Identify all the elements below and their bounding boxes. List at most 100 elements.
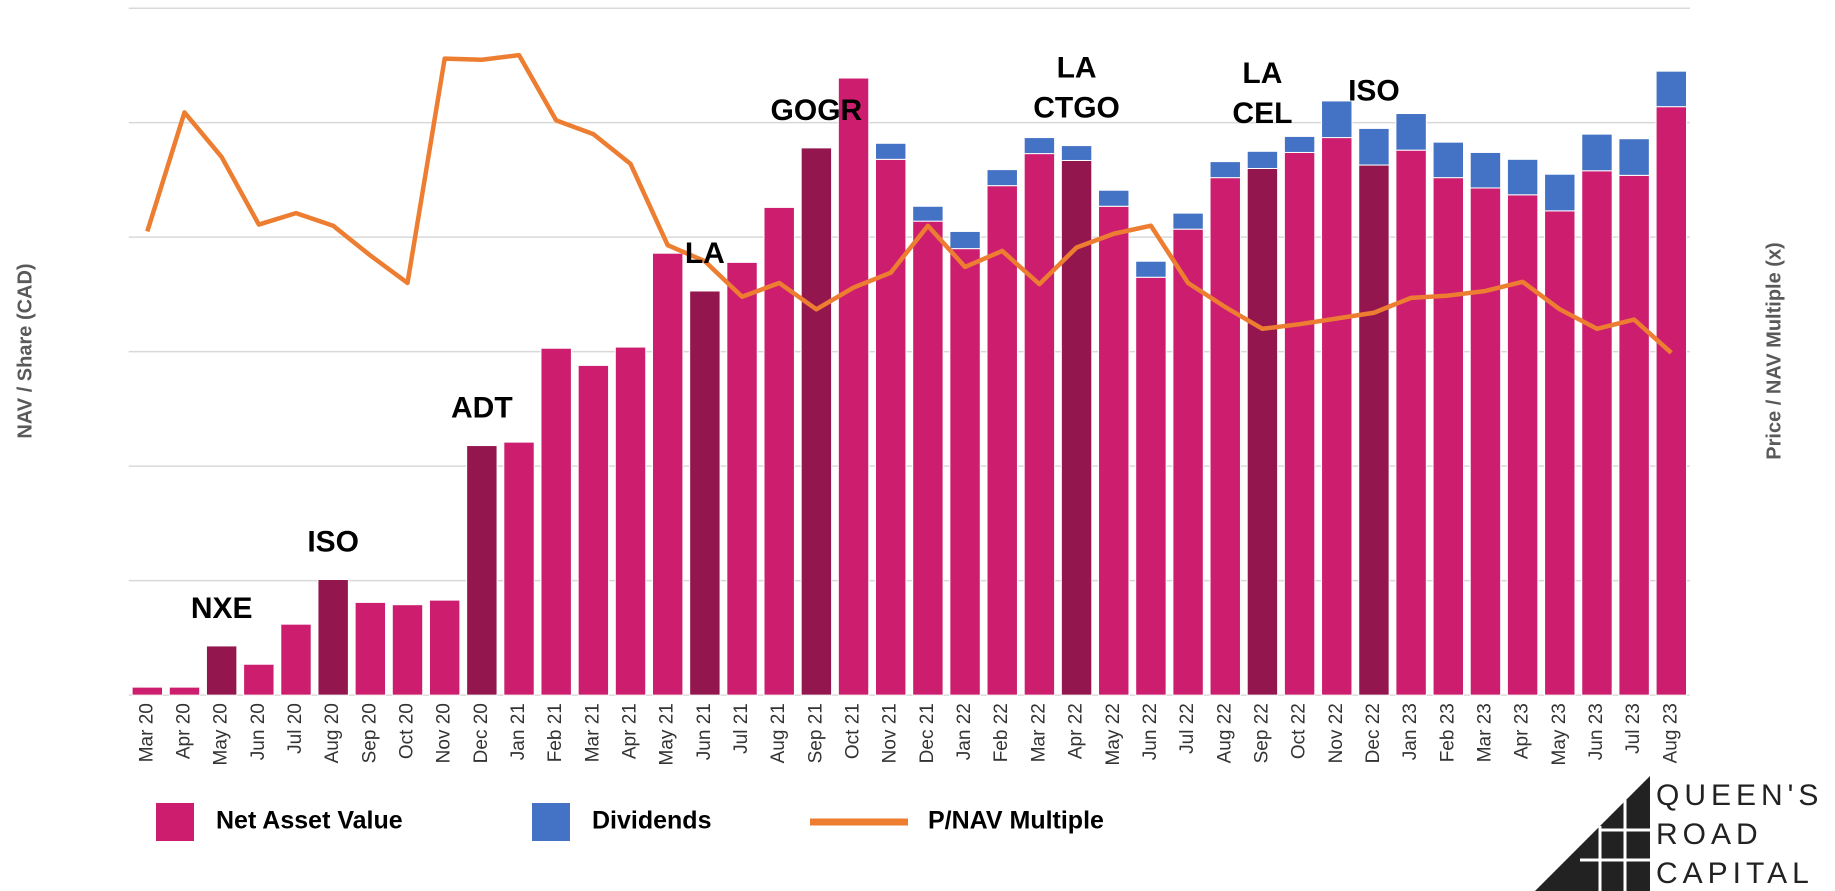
bar-segment <box>1209 161 1241 179</box>
logo-mark <box>1535 776 1650 891</box>
x-tick-label: Mar 22 <box>1028 703 1049 762</box>
x-tick-label: Jul 21 <box>731 703 752 754</box>
x-tick-label: Jan 23 <box>1400 703 1421 760</box>
bar-segment <box>1655 70 1688 108</box>
x-tick-label: Jan 21 <box>508 703 529 760</box>
x-tick-label: Mar 21 <box>582 703 603 762</box>
bar-segment <box>1246 167 1279 696</box>
x-tick-label: Apr 23 <box>1512 703 1533 759</box>
bar-segment <box>1506 194 1539 696</box>
x-tick-label: Feb 23 <box>1437 703 1458 762</box>
bar-segment <box>1469 187 1502 696</box>
bar-segment <box>205 645 238 696</box>
bar-segment <box>875 158 907 696</box>
x-tick-label: Dec 21 <box>917 703 938 763</box>
bar-segment <box>1321 100 1353 139</box>
bar-segment <box>168 686 201 696</box>
bar-segment <box>1432 141 1464 179</box>
x-tick-label: Nov 22 <box>1326 703 1347 763</box>
bar-segment <box>800 147 833 696</box>
bar-segment <box>1469 151 1502 189</box>
x-tick-label: Aug 21 <box>768 703 789 763</box>
bar-segment <box>949 230 981 250</box>
bar-segment <box>466 445 498 696</box>
annotation: CEL <box>1232 97 1292 130</box>
bar-segment <box>1172 228 1204 696</box>
bar-segment <box>1135 260 1167 278</box>
bar-segment <box>1506 158 1539 196</box>
x-tick-label: Sep 21 <box>805 703 826 763</box>
bar-segment <box>912 205 944 222</box>
bar-segment <box>1432 177 1464 696</box>
bar-segment <box>1135 276 1167 696</box>
y-axis-title: NAV / Share (CAD) <box>14 263 36 438</box>
bar-segment <box>689 290 721 696</box>
bar-segment <box>1655 106 1688 696</box>
bar-segment <box>726 261 758 696</box>
bar-segment <box>1618 138 1650 176</box>
x-tick-label: Aug 22 <box>1214 703 1235 763</box>
x-tick-label: Oct 20 <box>397 703 418 759</box>
bar-segment <box>1395 149 1427 696</box>
x-tick-label: Jul 22 <box>1177 703 1198 754</box>
x-tick-label: Jun 22 <box>1140 703 1161 760</box>
x-tick-label: Aug 23 <box>1660 703 1681 763</box>
line-series <box>145 52 1673 355</box>
bar-segment <box>1321 137 1353 696</box>
legend-swatch <box>532 803 570 841</box>
logo-text: ROAD <box>1656 818 1763 851</box>
bar-segment <box>1395 113 1427 151</box>
x-tick-label: May 21 <box>657 703 678 765</box>
logo-text: QUEEN'S <box>1656 779 1823 812</box>
x-tick-label: Oct 22 <box>1289 703 1310 759</box>
legend-swatch <box>156 803 194 841</box>
bar-segment <box>614 346 647 696</box>
bar-segment <box>949 248 981 696</box>
bar-segment <box>1358 127 1390 166</box>
x-tick-label: Nov 21 <box>880 703 901 763</box>
logo <box>1535 776 1650 891</box>
x-tick-label: Aug 20 <box>322 703 343 763</box>
x-tick-label: Jun 20 <box>248 703 269 760</box>
bar-segment <box>391 604 424 696</box>
legend-label: P/NAV Multiple <box>928 807 1104 835</box>
x-tick-label: Jan 22 <box>954 703 975 760</box>
annotation: LA <box>685 237 725 270</box>
bar-segment <box>1544 210 1576 696</box>
bar-segment <box>1283 135 1316 153</box>
bar-segment <box>912 220 944 696</box>
bar-segment <box>1023 137 1056 155</box>
x-tick-label: Apr 22 <box>1066 703 1087 759</box>
annotation: CTGO <box>1033 92 1120 125</box>
bar-segment <box>837 77 870 696</box>
bar-segment <box>1098 189 1130 207</box>
bar-segment <box>317 579 349 696</box>
x-tick-label: Feb 22 <box>991 703 1012 762</box>
legend-label: Net Asset Value <box>216 807 403 835</box>
bar-segment <box>131 686 164 696</box>
x-tick-label: Dec 22 <box>1363 703 1384 763</box>
logo-text: CAPITAL <box>1656 857 1814 890</box>
logo-lines <box>1580 800 1650 891</box>
annotation: ISO <box>307 525 359 558</box>
bar-segment <box>1098 205 1130 696</box>
bar-segment <box>651 252 684 696</box>
x-tick-label: Feb 21 <box>545 703 566 762</box>
x-tick-label: Dec 20 <box>471 703 492 763</box>
legend-label: Dividends <box>592 807 711 835</box>
bar-segment <box>986 169 1018 187</box>
bar-segment <box>875 142 907 160</box>
x-tick-label: Sep 20 <box>359 703 380 763</box>
annotation: ADT <box>451 391 513 424</box>
bar-segment <box>1060 159 1093 696</box>
bar-segment <box>540 347 572 696</box>
bar-segment <box>1358 164 1390 696</box>
x-tick-label: Mar 20 <box>136 703 157 762</box>
annotation: LA <box>1242 57 1282 90</box>
annotation: ISO <box>1348 74 1400 107</box>
x-tick-label: May 23 <box>1549 703 1570 765</box>
bar-segment <box>1209 177 1241 696</box>
x-tick-label: Apr 20 <box>174 703 195 759</box>
x-tick-label: Oct 21 <box>843 703 864 759</box>
